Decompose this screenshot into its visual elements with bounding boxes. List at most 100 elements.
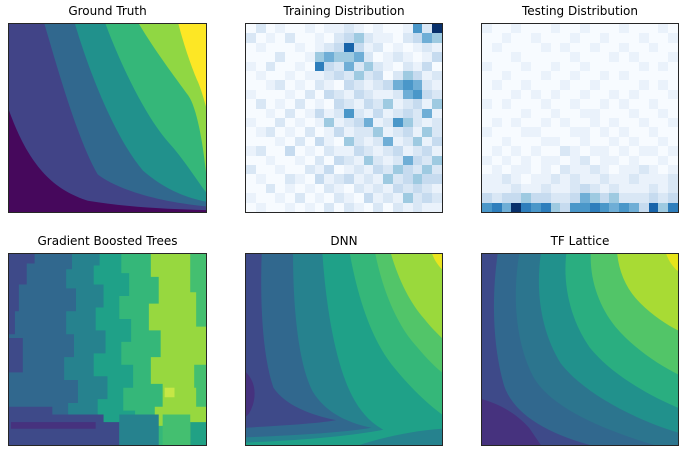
heatmap-cell: [363, 33, 374, 43]
heatmap-cell: [570, 33, 580, 43]
heatmap-cell: [265, 174, 276, 184]
heatmap-cell: [246, 183, 256, 194]
heatmap-cell: [324, 164, 335, 175]
heatmap-cell: [648, 99, 659, 109]
heatmap-cell: [531, 108, 541, 118]
heatmap-cell: [491, 61, 502, 71]
heatmap-cell: [314, 108, 325, 118]
heatmap-cell: [314, 164, 325, 175]
heatmap-cell: [255, 193, 266, 203]
heatmap-cell: [638, 136, 649, 147]
heatmap-cell: [422, 155, 433, 165]
heatmap-cell: [432, 193, 442, 203]
heatmap-cell: [314, 174, 325, 184]
heatmap-cell: [255, 136, 266, 147]
panel-title-dnn: DNN: [330, 234, 358, 248]
heatmap-cell: [658, 183, 669, 194]
heatmap-cell: [521, 70, 531, 81]
heatmap-cell: [402, 52, 413, 62]
heatmap-cell: [491, 193, 502, 203]
heatmap-cell: [344, 136, 354, 147]
heatmap-cell: [560, 193, 571, 203]
heatmap-cell: [491, 99, 502, 109]
heatmap-cell: [560, 89, 571, 100]
panel-title-gradient-boosted-trees: Gradient Boosted Trees: [37, 234, 178, 248]
heatmap-cell: [550, 70, 561, 81]
heatmap-cell: [324, 127, 335, 137]
heatmap-cell: [383, 70, 393, 81]
heatmap-cell: [304, 89, 315, 100]
heatmap-cell: [265, 146, 276, 156]
heatmap-cell: [246, 164, 256, 175]
heatmap-cell: [344, 42, 354, 53]
heatmap-cell: [580, 146, 590, 156]
heatmap-cell: [285, 117, 295, 128]
heatmap-cell: [353, 117, 364, 128]
heatmap-cell: [383, 61, 393, 71]
heatmap-cell: [599, 89, 610, 100]
heatmap-cell: [521, 52, 531, 62]
heatmap-cell: [334, 52, 344, 62]
heatmap-cell: [275, 117, 286, 128]
heatmap-cell: [393, 99, 403, 109]
heatmap-cell: [373, 24, 384, 34]
heatmap-cell: [373, 70, 384, 81]
heatmap-cell: [619, 174, 629, 184]
heatmap-cell: [422, 164, 433, 175]
heatmap-cell: [511, 99, 522, 109]
heatmap-cell: [599, 146, 610, 156]
heatmap-cell: [275, 99, 286, 109]
heatmap-cell: [383, 183, 393, 194]
heatmap-cell: [580, 117, 590, 128]
contour-band: [9, 406, 53, 415]
heatmap-cell: [334, 108, 344, 118]
heatmap-cell: [285, 146, 295, 156]
heatmap-cell: [540, 183, 551, 194]
heatmap-cell: [412, 117, 423, 128]
heatmap-cell: [540, 202, 551, 212]
heatmap-cell: [589, 146, 600, 156]
heatmap-cell: [363, 24, 374, 34]
heatmap-cell: [589, 183, 600, 194]
heatmap-cell: [255, 117, 266, 128]
heatmap-cell: [491, 117, 502, 128]
heatmap-cell: [265, 183, 276, 194]
heatmap-cell: [629, 70, 639, 81]
heatmap-cell: [658, 202, 669, 212]
heatmap-cell: [570, 108, 580, 118]
contour-band: [432, 254, 442, 270]
heatmap-cell: [511, 146, 522, 156]
heatmap-cell: [629, 136, 639, 147]
heatmap-cell: [668, 146, 678, 156]
heatmap-cell: [491, 127, 502, 137]
heatmap-cell: [246, 174, 256, 184]
heatmap-cell: [373, 202, 384, 212]
heatmap-cell: [344, 146, 354, 156]
heatmap-cell: [570, 164, 580, 175]
heatmap-cell: [324, 136, 335, 147]
heatmap-cell: [295, 42, 305, 53]
heatmap-cell: [521, 99, 531, 109]
heatmap-cell: [501, 89, 512, 100]
heatmap-cell: [609, 33, 620, 43]
heatmap-cell: [501, 155, 512, 165]
heatmap-cell: [383, 146, 393, 156]
heatmap-cell: [580, 183, 590, 194]
heatmap-cell: [353, 193, 364, 203]
heatmap-cell: [550, 80, 561, 90]
heatmap-cell: [511, 117, 522, 128]
heatmap-cell: [393, 52, 403, 62]
heatmap-cell: [482, 127, 492, 137]
heatmap-cell: [402, 33, 413, 43]
heatmap-cell: [246, 52, 256, 62]
heatmap-cell: [314, 146, 325, 156]
heatmap-cell: [570, 42, 580, 53]
heatmap-cell: [304, 80, 315, 90]
heatmap-cell: [482, 61, 492, 71]
heatmap-cell: [570, 146, 580, 156]
heatmap-cell: [432, 117, 442, 128]
heatmap-cell: [531, 183, 541, 194]
heatmap-cell: [402, 70, 413, 81]
heatmap-cell: [482, 117, 492, 128]
heatmap-cell: [304, 24, 315, 34]
